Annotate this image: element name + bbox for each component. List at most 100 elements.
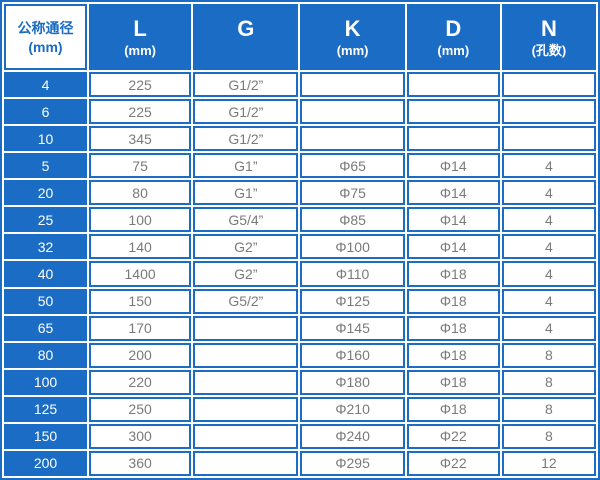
table-cell: 4 — [501, 234, 596, 260]
column-header-unit: (mm) — [437, 42, 470, 58]
table-row: 80 200 Φ160 Φ18 8 — [4, 342, 596, 368]
column-header-label: 公称通径 — [17, 19, 74, 36]
table-cell: 200 — [88, 342, 192, 368]
table-cell: 100 — [88, 207, 192, 233]
table-cell: Φ145 — [300, 315, 405, 341]
table-cell — [406, 126, 500, 152]
table-row: 40 1400 G2” Φ110 Φ18 4 — [4, 261, 596, 287]
row-label: 150 — [4, 423, 87, 449]
table-cell — [193, 342, 299, 368]
table-row: 150 300 Φ240 Φ22 8 — [4, 423, 596, 449]
column-header-unit: (mm) — [124, 42, 156, 58]
column-header-5: N (孔数) — [501, 4, 596, 70]
table-cell — [193, 315, 299, 341]
table-cell — [501, 126, 596, 152]
column-header-unit — [195, 42, 296, 59]
table-cell: 8 — [501, 423, 596, 449]
table-cell: 140 — [88, 234, 192, 260]
table-cell: 345 — [88, 126, 192, 152]
table-cell: 8 — [501, 369, 596, 395]
table-cell — [406, 99, 500, 125]
table-row: 65 170 Φ145 Φ18 4 — [4, 315, 596, 341]
row-label: 32 — [4, 234, 87, 260]
table-header: 公称通径 (mm) L (mm) G K (mm) D (mm) N (孔数) — [4, 4, 596, 70]
column-header-2: G — [193, 4, 299, 70]
table-cell: Φ100 — [300, 234, 405, 260]
table-cell: Φ14 — [406, 234, 500, 260]
row-label: 65 — [4, 315, 87, 341]
table-cell: 4 — [501, 153, 596, 179]
table-cell — [300, 126, 405, 152]
table-cell: 300 — [88, 423, 192, 449]
row-label: 40 — [4, 261, 87, 287]
row-label: 4 — [4, 72, 87, 98]
table-cell: G1/2” — [193, 72, 299, 98]
table-cell: Φ14 — [406, 180, 500, 206]
row-label: 200 — [4, 450, 87, 476]
column-header-4: D (mm) — [406, 4, 500, 70]
table-cell — [193, 423, 299, 449]
table-cell: Φ295 — [300, 450, 405, 476]
table-cell — [193, 369, 299, 395]
table-cell: Φ18 — [406, 315, 500, 341]
table-cell — [193, 396, 299, 422]
column-header-label: N — [540, 15, 557, 41]
table-cell: 220 — [88, 369, 192, 395]
table-cell: 150 — [88, 288, 192, 314]
table-cell: Φ85 — [300, 207, 405, 233]
table-cell — [300, 99, 405, 125]
table-cell: Φ210 — [300, 396, 405, 422]
row-label: 20 — [4, 180, 87, 206]
column-header-unit: (mm) — [336, 42, 369, 58]
table-cell: Φ18 — [406, 396, 500, 422]
table-cell: Φ18 — [406, 342, 500, 368]
row-label: 5 — [4, 153, 87, 179]
table-cell: Φ14 — [406, 153, 500, 179]
table-row: 125 250 Φ210 Φ18 8 — [4, 396, 596, 422]
table-cell: Φ18 — [406, 288, 500, 314]
table-row: 20 80 G1” Φ75 Φ14 4 — [4, 180, 596, 206]
table-cell: 360 — [88, 450, 192, 476]
table-row: 32 140 G2” Φ100 Φ14 4 — [4, 234, 596, 260]
table-row: 200 360 Φ295 Φ22 12 — [4, 450, 596, 476]
table-cell: 225 — [88, 99, 192, 125]
table-cell: Φ14 — [406, 207, 500, 233]
column-header-label: D — [445, 15, 462, 41]
row-label: 10 — [4, 126, 87, 152]
table-cell: Φ22 — [406, 450, 500, 476]
column-header-label: K — [344, 15, 361, 41]
table-cell: Φ125 — [300, 288, 405, 314]
table-cell: Φ110 — [300, 261, 405, 287]
table-cell — [406, 72, 500, 98]
table-cell: 4 — [501, 261, 596, 287]
table-row: 25 100 G5/4” Φ85 Φ14 4 — [4, 207, 596, 233]
table-cell — [501, 99, 596, 125]
table-cell: Φ75 — [300, 180, 405, 206]
column-header-unit: (孔数) — [531, 42, 567, 58]
table-cell — [193, 450, 299, 476]
table-cell: Φ240 — [300, 423, 405, 449]
table-cell: Φ22 — [406, 423, 500, 449]
table-cell: Φ160 — [300, 342, 405, 368]
table-row: 5 75 G1” Φ65 Φ14 4 — [4, 153, 596, 179]
table-cell: G1/2” — [193, 126, 299, 152]
column-header-label: G — [237, 15, 255, 41]
table-cell: G5/4” — [193, 207, 299, 233]
table-cell: 12 — [501, 450, 596, 476]
table-row: 50 150 G5/2” Φ125 Φ18 4 — [4, 288, 596, 314]
row-label: 25 — [4, 207, 87, 233]
table-cell: G1” — [193, 153, 299, 179]
table-cell: Φ65 — [300, 153, 405, 179]
table-cell: 4 — [501, 315, 596, 341]
table-cell: Φ180 — [300, 369, 405, 395]
row-label: 6 — [4, 99, 87, 125]
table-cell: 8 — [501, 396, 596, 422]
table-cell: 4 — [501, 180, 596, 206]
table-cell: G1” — [193, 180, 299, 206]
column-header-3: K (mm) — [300, 4, 405, 70]
table-cell: 225 — [88, 72, 192, 98]
table-cell: 75 — [88, 153, 192, 179]
table-cell: 80 — [88, 180, 192, 206]
